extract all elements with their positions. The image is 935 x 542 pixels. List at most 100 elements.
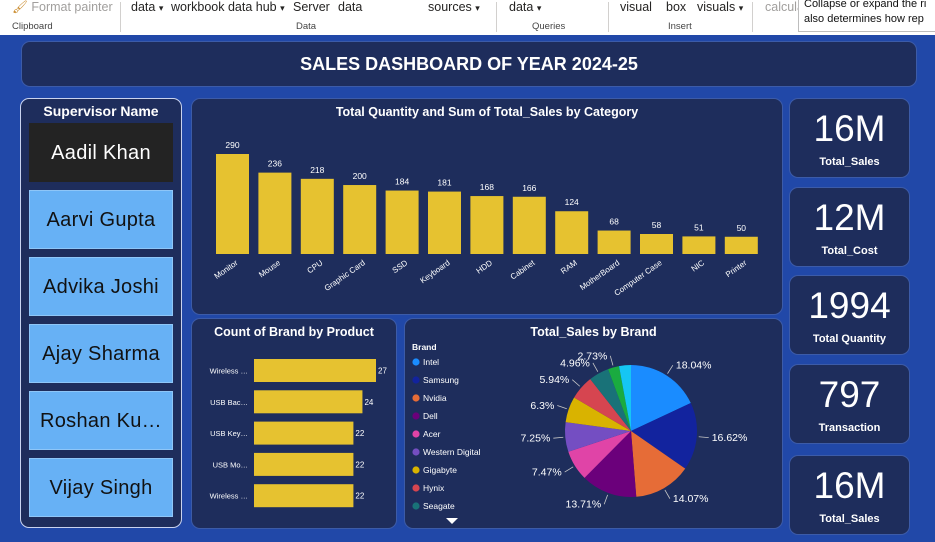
product-chart-svg: Wireless … 27 USB Bac… 24 USB Key… 22 USB Mo… 2… <box>210 359 387 508</box>
kpi-value: 16M <box>813 465 886 506</box>
data-label: 124 <box>565 197 579 207</box>
bar-motherboard[interactable] <box>597 230 631 254</box>
data-label: 168 <box>480 182 494 192</box>
legend-item-gigabyte[interactable]: Gigabyte <box>423 465 457 475</box>
bar-graphic-card[interactable] <box>343 185 377 254</box>
y-tick-label: USB Key… <box>210 429 248 438</box>
pie-slice-9[interactable] <box>590 369 631 431</box>
slicer-item-aadil-khan[interactable]: Aadil Khan <box>29 123 173 182</box>
tooltip-line: also determines how rep <box>804 13 924 25</box>
x-tick-label: Keyboard <box>418 258 451 285</box>
transform-data-button[interactable]: data ▾ <box>509 0 542 14</box>
bar-monitor[interactable] <box>216 154 249 254</box>
sales-by-brand-pie-chart[interactable]: Total_Sales by Brand Brand Intel Samsung Nv… <box>404 318 783 529</box>
pie-slice-7[interactable] <box>565 397 631 431</box>
slicer-item-ajay-sharma[interactable]: Ajay Sharma <box>29 324 173 383</box>
bar-hdd[interactable] <box>470 196 504 254</box>
slicer-item-advika-joshi[interactable]: Advika Joshi <box>29 257 173 316</box>
kpi-value: 12M <box>813 197 886 238</box>
data-label: 51 <box>694 222 704 232</box>
more-visuals-button[interactable]: visuals ▾ <box>697 0 744 14</box>
format-painter-button[interactable]: 🖌 Format painter <box>12 0 113 14</box>
data-label: 7.25% <box>521 433 551 445</box>
new-visual-button[interactable]: visual <box>620 0 652 14</box>
ribbon-separator <box>496 2 497 32</box>
legend-swatch <box>412 502 420 510</box>
data-label: 58 <box>652 220 662 230</box>
category-bar-chart[interactable]: Total Quantity and Sum of Total_Sales by… <box>191 98 783 315</box>
bar-product-4[interactable] <box>254 452 354 476</box>
bar-cpu[interactable] <box>300 178 334 254</box>
kpi-label: Total_Cost <box>821 245 878 257</box>
legend-scroll-down-icon[interactable] <box>446 518 458 524</box>
slicer-item-roshan-ku[interactable]: Roshan Ku… <box>29 391 173 450</box>
legend-item-western-digital[interactable]: Western Digital <box>423 447 481 457</box>
data-label: 50 <box>737 223 747 233</box>
pie-slice-8[interactable] <box>574 379 631 431</box>
onelake-data-hub-button[interactable]: workbook data hub ▾ <box>171 0 285 14</box>
legend-item-samsung[interactable]: Samsung <box>423 375 459 385</box>
pie-slice-1[interactable] <box>631 365 691 431</box>
bar-computer-case[interactable] <box>640 234 673 254</box>
legend-item-acer[interactable]: Acer <box>423 429 441 439</box>
report-canvas: SALES DASHBOARD OF YEAR 2024-25 Supervis… <box>0 35 935 542</box>
chart-title: Total Quantity and Sum of Total_Sales by… <box>335 105 639 119</box>
kpi-card-transaction: 797 Transaction <box>789 364 910 444</box>
pie-slice-3[interactable] <box>631 431 686 497</box>
pie-slice-4[interactable] <box>584 431 637 497</box>
text-box-button[interactable]: box <box>666 0 687 14</box>
x-tick-label: Computer Case <box>613 258 665 298</box>
data-label: 166 <box>522 183 536 193</box>
pie-slice-10[interactable] <box>608 366 631 431</box>
bar-nic[interactable] <box>682 236 716 254</box>
bar-product-5[interactable] <box>254 484 354 508</box>
bar-cabinet[interactable] <box>512 196 546 254</box>
slicer-item-vijay-singh[interactable]: Vijay Singh <box>29 458 173 517</box>
pie-slice-11[interactable] <box>618 365 631 431</box>
bar-printer[interactable] <box>724 236 758 254</box>
legend-item-nvidia[interactable]: Nvidia <box>423 393 447 403</box>
pie-slice-6[interactable] <box>565 422 631 452</box>
chevron-down-icon: ▾ <box>280 3 285 13</box>
enter-data-button[interactable]: data <box>338 0 363 14</box>
recent-sources-button[interactable]: sources ▾ <box>428 0 480 14</box>
slicer-item-aarvi-gupta[interactable]: Aarvi Gupta <box>29 190 173 249</box>
leader-line <box>572 379 581 387</box>
get-data-button[interactable]: data ▾ <box>131 0 164 14</box>
data-label: 4.96% <box>560 357 590 369</box>
bar-keyboard[interactable] <box>428 191 461 254</box>
pie-slice-5[interactable] <box>568 431 631 478</box>
pie-chart-svg: Brand Intel Samsung Nvidia Dell Acer Western D… <box>412 342 747 524</box>
data-label: 18.04% <box>676 360 712 372</box>
leader-line <box>564 466 574 473</box>
paintbrush-icon: 🖌 <box>12 0 28 14</box>
ribbon-group-insert: Insert <box>668 21 692 32</box>
pie-slice-2[interactable] <box>631 403 697 469</box>
leader-line <box>664 489 671 499</box>
data-label: 290 <box>225 140 239 150</box>
ribbon-separator <box>120 2 121 32</box>
ribbon-group-clipboard: Clipboard <box>12 21 53 32</box>
brand-by-product-chart[interactable]: Count of Brand by Product Wireless … 27 US… <box>191 318 397 529</box>
slicer-title: Supervisor Name <box>43 103 159 119</box>
bar-ram[interactable] <box>555 211 589 254</box>
legend-item-dell[interactable]: Dell <box>423 411 438 421</box>
legend-item-intel[interactable]: Intel <box>423 357 439 367</box>
bar-mouse[interactable] <box>258 172 292 254</box>
bar-product-2[interactable] <box>254 390 363 414</box>
bar-ssd[interactable] <box>385 190 419 254</box>
legend-item-seagate[interactable]: Seagate <box>423 501 455 511</box>
legend-swatch <box>412 376 420 384</box>
tooltip-line: Collapse or expand the ri <box>804 0 927 10</box>
leader-line <box>609 355 614 366</box>
bar-product-3[interactable] <box>254 421 354 445</box>
sql-server-button[interactable]: Server <box>293 0 330 14</box>
bar-product-1[interactable] <box>254 359 376 382</box>
kpi-card-total-quantity: 1994 Total Quantity <box>789 275 910 355</box>
legend-swatch <box>412 394 420 402</box>
legend-item-hynix[interactable]: Hynix <box>423 483 445 493</box>
data-label: 13.71% <box>566 499 602 511</box>
y-tick-label: USB Mo… <box>213 460 248 469</box>
new-calculation-button[interactable]: calcula <box>765 0 804 14</box>
leader-line <box>592 362 599 372</box>
